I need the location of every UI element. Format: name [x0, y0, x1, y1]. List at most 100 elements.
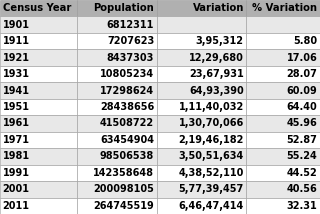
Bar [246, 132, 320, 148]
Text: 10805234: 10805234 [100, 69, 154, 79]
Text: 63454904: 63454904 [100, 135, 154, 145]
Bar [246, 198, 320, 214]
Text: 1961: 1961 [3, 119, 29, 128]
Text: 4,38,52,110: 4,38,52,110 [179, 168, 244, 178]
Text: 5,77,39,457: 5,77,39,457 [179, 184, 244, 194]
Text: 1,11,40,032: 1,11,40,032 [179, 102, 244, 112]
Text: 1981: 1981 [3, 151, 30, 161]
Text: 3,95,312: 3,95,312 [196, 36, 244, 46]
Text: 17298624: 17298624 [100, 86, 154, 95]
Bar [77, 198, 157, 214]
Bar [77, 132, 157, 148]
Bar [0, 99, 77, 115]
Text: 2011: 2011 [3, 201, 29, 211]
Text: 5.80: 5.80 [293, 36, 317, 46]
Text: 41508722: 41508722 [100, 119, 154, 128]
Bar [157, 0, 246, 16]
Bar [77, 148, 157, 165]
Bar [0, 66, 77, 82]
Bar [157, 82, 246, 99]
Bar [77, 33, 157, 49]
Bar [157, 33, 246, 49]
Text: 23,67,931: 23,67,931 [189, 69, 244, 79]
Text: 264745519: 264745519 [93, 201, 154, 211]
Text: 3,50,51,634: 3,50,51,634 [179, 151, 244, 161]
Text: 1971: 1971 [3, 135, 29, 145]
Text: 12,29,680: 12,29,680 [189, 53, 244, 63]
Bar [77, 49, 157, 66]
Bar [246, 49, 320, 66]
Text: 1941: 1941 [3, 86, 29, 95]
Text: 8437303: 8437303 [107, 53, 154, 63]
Bar [157, 66, 246, 82]
Bar [246, 82, 320, 99]
Text: 32.31: 32.31 [287, 201, 317, 211]
Bar [0, 115, 77, 132]
Bar [0, 16, 77, 33]
Text: 6812311: 6812311 [107, 20, 154, 30]
Text: 64.40: 64.40 [287, 102, 317, 112]
Bar [77, 115, 157, 132]
Text: 6,46,47,414: 6,46,47,414 [179, 201, 244, 211]
Bar [0, 82, 77, 99]
Bar [246, 99, 320, 115]
Text: 1951: 1951 [3, 102, 29, 112]
Bar [0, 33, 77, 49]
Bar [246, 148, 320, 165]
Bar [0, 198, 77, 214]
Text: 28.07: 28.07 [287, 69, 317, 79]
Bar [246, 33, 320, 49]
Text: 64,93,390: 64,93,390 [189, 86, 244, 95]
Text: 45.96: 45.96 [287, 119, 317, 128]
Text: 1931: 1931 [3, 69, 29, 79]
Text: 28438656: 28438656 [100, 102, 154, 112]
Bar [157, 16, 246, 33]
Bar [0, 181, 77, 198]
Text: 98506538: 98506538 [100, 151, 154, 161]
Bar [0, 0, 77, 16]
Bar [77, 165, 157, 181]
Text: % Variation: % Variation [252, 3, 317, 13]
Bar [157, 132, 246, 148]
Bar [157, 165, 246, 181]
Bar [157, 181, 246, 198]
Text: Census Year: Census Year [3, 3, 71, 13]
Bar [246, 165, 320, 181]
Text: 200098105: 200098105 [93, 184, 154, 194]
Bar [0, 148, 77, 165]
Bar [157, 198, 246, 214]
Text: Variation: Variation [192, 3, 244, 13]
Bar [157, 148, 246, 165]
Bar [246, 0, 320, 16]
Text: 1901: 1901 [3, 20, 29, 30]
Text: 142358648: 142358648 [93, 168, 154, 178]
Bar [157, 115, 246, 132]
Text: Population: Population [93, 3, 154, 13]
Text: 17.06: 17.06 [287, 53, 317, 63]
Text: 1921: 1921 [3, 53, 29, 63]
Bar [0, 165, 77, 181]
Bar [246, 66, 320, 82]
Text: 1,30,70,066: 1,30,70,066 [179, 119, 244, 128]
Text: 52.87: 52.87 [287, 135, 317, 145]
Bar [77, 16, 157, 33]
Text: 2,19,46,182: 2,19,46,182 [179, 135, 244, 145]
Text: 60.09: 60.09 [287, 86, 317, 95]
Text: 55.24: 55.24 [287, 151, 317, 161]
Bar [0, 132, 77, 148]
Bar [157, 49, 246, 66]
Bar [77, 181, 157, 198]
Bar [246, 115, 320, 132]
Text: 40.56: 40.56 [287, 184, 317, 194]
Bar [246, 16, 320, 33]
Bar [0, 49, 77, 66]
Bar [77, 66, 157, 82]
Text: 1911: 1911 [3, 36, 29, 46]
Text: 2001: 2001 [3, 184, 29, 194]
Bar [246, 181, 320, 198]
Bar [77, 0, 157, 16]
Text: 7207623: 7207623 [107, 36, 154, 46]
Text: 1991: 1991 [3, 168, 29, 178]
Bar [157, 99, 246, 115]
Bar [77, 82, 157, 99]
